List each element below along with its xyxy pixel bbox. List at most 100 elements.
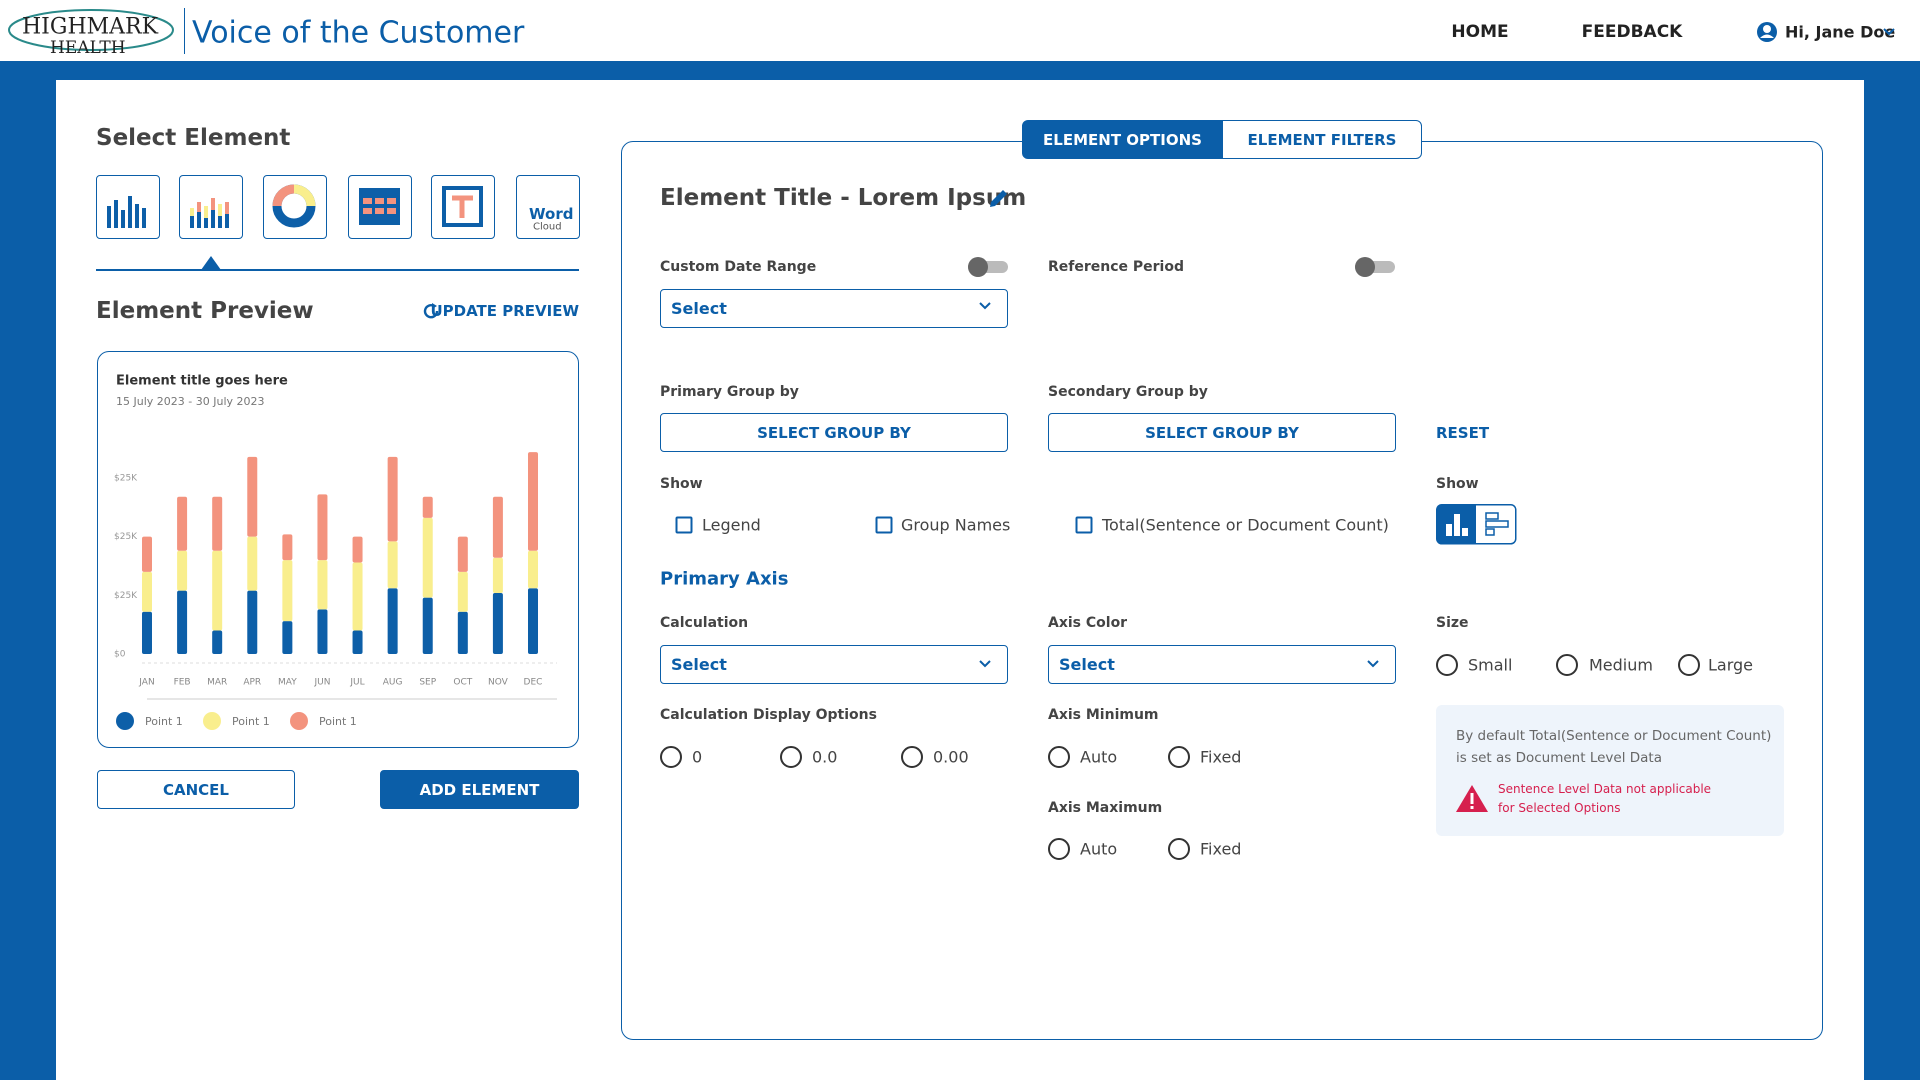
radio-label: Medium	[1589, 655, 1653, 675]
radio[interactable]	[1436, 654, 1458, 676]
checkbox[interactable]	[675, 516, 693, 534]
bar-segment	[177, 590, 188, 654]
radio[interactable]	[1678, 654, 1700, 676]
checkbox-label: Legend	[702, 515, 761, 535]
group-button[interactable]: SELECT GROUP BY	[1048, 413, 1396, 452]
element-icon[interactable]	[431, 175, 495, 239]
bar-segment	[457, 611, 468, 654]
radio[interactable]	[1168, 746, 1190, 768]
bar-segment	[317, 609, 328, 654]
x-tick-label: JUN	[313, 678, 330, 688]
bar-segment	[142, 611, 152, 654]
field-label: Calculation Display Options	[660, 707, 877, 723]
orientation-toggle[interactable]	[1436, 504, 1517, 545]
section-title: Primary Axis	[660, 568, 789, 590]
bar-segment	[352, 562, 363, 631]
bar-segment	[247, 590, 258, 654]
bar-segment	[492, 592, 503, 654]
bar-segment	[212, 630, 223, 654]
radio[interactable]	[1168, 838, 1190, 860]
preview-box	[97, 351, 579, 748]
bar-segment	[528, 588, 538, 654]
toggle[interactable]	[1355, 257, 1395, 277]
nav-link[interactable]: FEEDBACK	[1581, 22, 1683, 42]
nav-link[interactable]: HOME	[1451, 22, 1509, 42]
legend-label: Point 1	[319, 715, 357, 728]
legend-swatch	[116, 712, 134, 730]
field-label: Axis Color	[1048, 615, 1128, 631]
legend-label: Point 1	[232, 715, 270, 728]
dropdown[interactable]: Select	[1048, 645, 1396, 684]
radio[interactable]	[901, 746, 923, 768]
radio-label: Large	[1708, 655, 1754, 675]
x-tick-label: JAN	[138, 678, 154, 688]
legend-label: Point 1	[145, 715, 183, 728]
field-label: Axis Minimum	[1048, 707, 1159, 723]
logo-text: HEALTH	[50, 38, 126, 58]
bar-segment	[528, 452, 538, 551]
element-icon[interactable]	[179, 175, 243, 239]
checkbox-label: Group Names	[901, 515, 1011, 535]
bar-segment	[422, 517, 433, 598]
radio[interactable]	[1048, 838, 1070, 860]
element-icon[interactable]	[348, 175, 412, 239]
bar-segment	[387, 588, 398, 654]
chart-title: Element title goes here	[116, 374, 288, 389]
bar-segment	[317, 560, 328, 610]
radio[interactable]	[1556, 654, 1578, 676]
element-icon[interactable]: Word Cloud	[516, 175, 580, 239]
chart-subtitle: 15 July 2023 - 30 July 2023	[116, 395, 265, 408]
bar-segment	[422, 496, 433, 518]
info-text: By default Total(Sentence or Document Co…	[1456, 728, 1772, 744]
chevron	[979, 660, 991, 668]
icon-text: Word	[529, 205, 574, 223]
cancel-button[interactable]: CANCEL	[97, 770, 295, 809]
bar-segment	[457, 536, 468, 572]
tab-active[interactable]: ELEMENT OPTIONS	[1022, 120, 1223, 159]
field-label: Primary Group by	[660, 384, 799, 400]
x-tick-label: SEP	[419, 678, 436, 688]
add-button[interactable]: ADD ELEMENT	[380, 770, 579, 809]
checkbox[interactable]	[875, 516, 893, 534]
header: HIGHMARK HEALTH Voice of the Customer HO…	[0, 0, 1920, 61]
toggle[interactable]	[968, 257, 1008, 277]
divider	[96, 269, 579, 271]
logo-swoosh	[8, 9, 174, 51]
link-button[interactable]: UPDATE PREVIEW	[430, 302, 579, 320]
checkbox-label: Total(Sentence or Document Count)	[1102, 515, 1389, 535]
info-box	[1436, 705, 1784, 836]
dropdown-text: Select	[671, 655, 727, 674]
radio[interactable]	[660, 746, 682, 768]
radio-label: Fixed	[1200, 747, 1242, 767]
warning-icon	[1456, 785, 1488, 812]
checkbox[interactable]	[1075, 516, 1093, 534]
user-name[interactable]: Hi, Jane Doe	[1785, 22, 1896, 42]
element-icon[interactable]	[263, 175, 327, 239]
bar-segment	[317, 494, 328, 561]
radio-label: Auto	[1080, 839, 1118, 859]
x-tick-label: DEC	[524, 678, 543, 688]
user-icon	[1757, 22, 1777, 42]
x-tick-label: FEB	[174, 678, 191, 688]
bar-segment	[177, 496, 188, 551]
bar-segment	[142, 571, 152, 612]
reset-link[interactable]: RESET	[1436, 424, 1490, 442]
element-icon[interactable]	[96, 175, 160, 239]
refresh-icon	[423, 303, 439, 319]
edit-icon[interactable]	[987, 186, 1011, 210]
dropdown-text: Select	[1059, 655, 1115, 674]
bar-segment	[387, 456, 398, 542]
bar-segment	[492, 496, 503, 558]
dropdown[interactable]: Select	[660, 645, 1008, 684]
icon-text: Cloud	[533, 221, 562, 233]
app-title: Voice of the Customer	[192, 15, 525, 51]
info-text: is set as Document Level Data	[1456, 750, 1662, 766]
chart: Element title goes here 15 July 2023 - 3…	[114, 374, 557, 730]
group-button[interactable]: SELECT GROUP BY	[660, 413, 1008, 452]
dropdown[interactable]: Select	[660, 289, 1008, 328]
tab[interactable]: ELEMENT FILTERS	[1222, 120, 1422, 159]
radio[interactable]	[780, 746, 802, 768]
radio[interactable]	[1048, 746, 1070, 768]
radio-label: 0.00	[933, 747, 969, 767]
field-label: Show	[1436, 476, 1479, 492]
